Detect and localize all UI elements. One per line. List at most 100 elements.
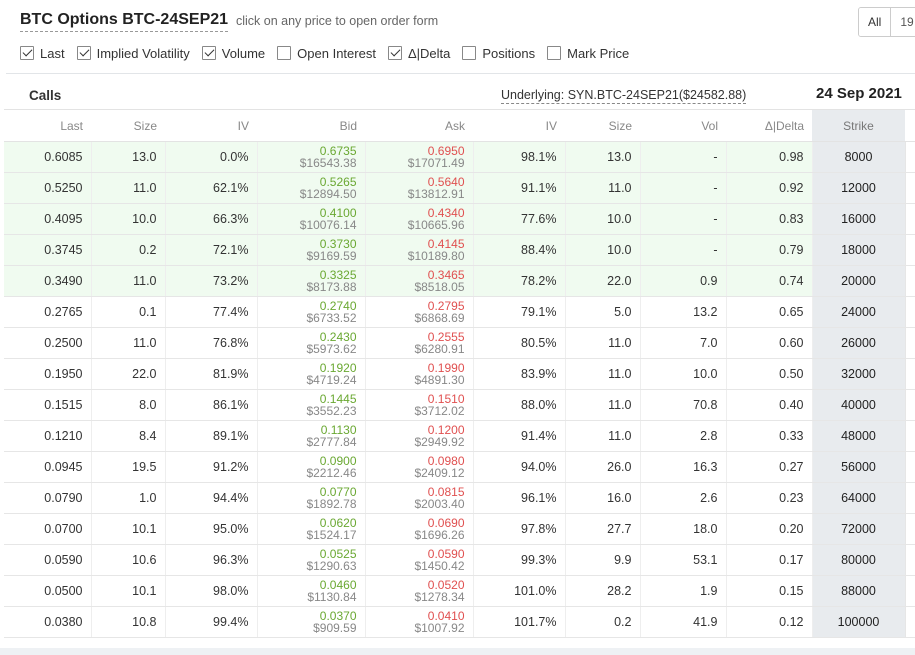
ask-price[interactable]: 0.6950 $17071.49: [364, 141, 473, 173]
bid-price[interactable]: 0.2430 $5973.62: [256, 327, 365, 359]
ask-btc[interactable]: 0.5640: [427, 175, 465, 189]
bid-price[interactable]: 0.1445 $3552.23: [256, 389, 365, 421]
bid-btc[interactable]: 0.0900: [319, 454, 357, 468]
ask-btc[interactable]: 0.4340: [427, 206, 465, 220]
bid-btc[interactable]: 0.3730: [319, 237, 357, 251]
ask-btc[interactable]: 0.0520: [427, 578, 465, 592]
bid-price[interactable]: 0.4100 $10076.14: [256, 203, 365, 235]
ask-price[interactable]: 0.1990 $4891.30: [364, 358, 473, 390]
checkbox[interactable]: [277, 46, 292, 60]
ask-price[interactable]: 0.5640 $13812.91: [364, 172, 473, 204]
page-title[interactable]: BTC Options BTC-24SEP21: [20, 10, 229, 32]
ask-btc[interactable]: 0.1510: [427, 392, 465, 406]
col-bid[interactable]: Bid: [257, 109, 365, 142]
ask-price[interactable]: 0.2795 $6868.69: [364, 296, 473, 328]
bid-btc[interactable]: 0.5265: [319, 175, 357, 189]
bid-btc[interactable]: 0.2740: [319, 299, 357, 313]
ask-usd: $2003.40: [414, 497, 465, 511]
ask-price[interactable]: 0.0590 $1450.42: [364, 544, 473, 576]
bid-price[interactable]: 0.0460 $1130.84: [256, 575, 365, 607]
ask-btc[interactable]: 0.0815: [427, 485, 465, 499]
col-size-ask[interactable]: Size: [565, 109, 640, 142]
ask-btc[interactable]: 0.2795: [427, 299, 465, 313]
ask-price[interactable]: 0.1200 $2949.92: [364, 420, 473, 452]
bid-btc[interactable]: 0.2430: [319, 330, 357, 344]
bid-price[interactable]: 0.5265 $12894.50: [256, 172, 365, 204]
toggle-6[interactable]: Mark Price: [547, 46, 629, 61]
bid-btc[interactable]: 0.0770: [319, 485, 357, 499]
ask-price[interactable]: 0.0980 $2409.12: [364, 451, 473, 483]
bid-usd: $6733.52: [306, 311, 357, 325]
ask-btc[interactable]: 0.1200: [427, 423, 465, 437]
ask-btc[interactable]: 0.1990: [427, 361, 465, 375]
checkbox[interactable]: [462, 46, 477, 60]
checkbox[interactable]: [387, 46, 402, 60]
bid-btc[interactable]: 0.0460: [319, 578, 357, 592]
underlying-price[interactable]: Underlying: SYN.BTC-24SEP21($24582.88): [501, 88, 747, 104]
ask-btc[interactable]: 0.0410: [427, 609, 465, 623]
bid-price[interactable]: 0.0525 $1290.63: [256, 544, 365, 576]
toggle-0[interactable]: Last: [20, 46, 65, 61]
bid-price[interactable]: 0.1130 $2777.84: [256, 420, 365, 452]
col-delta[interactable]: Δ|Delta: [726, 109, 812, 142]
bid-price[interactable]: 0.3325 $8173.88: [256, 265, 365, 297]
ask-price[interactable]: 0.4340 $10665.96: [364, 203, 473, 235]
bid-btc[interactable]: 0.1920: [319, 361, 357, 375]
strike: 100000: [811, 606, 905, 638]
checkbox[interactable]: [547, 46, 562, 60]
ask-price[interactable]: 0.0690 $1696.26: [364, 513, 473, 545]
bid-price[interactable]: 0.0900 $2212.46: [256, 451, 365, 483]
toggle-5[interactable]: Positions: [462, 46, 535, 61]
bid-price[interactable]: 0.0620 $1524.17: [256, 513, 365, 545]
segment-all[interactable]: All: [859, 8, 891, 36]
bid-price[interactable]: 0.0370 $909.59: [256, 606, 365, 638]
col-size-bid[interactable]: Size: [91, 109, 165, 142]
bid-btc[interactable]: 0.0525: [319, 547, 357, 561]
ask-price[interactable]: 0.2555 $6280.91: [364, 327, 473, 359]
bid-btc[interactable]: 0.1445: [319, 392, 357, 406]
bid-size: 8.4: [90, 420, 165, 452]
col-ask[interactable]: Ask: [365, 109, 473, 142]
bid-btc[interactable]: 0.6735: [319, 144, 357, 158]
row-edge: [904, 420, 915, 452]
bid-btc[interactable]: 0.4100: [319, 206, 357, 220]
col-iv-bid[interactable]: IV: [165, 109, 257, 142]
bid-price[interactable]: 0.1920 $4719.24: [256, 358, 365, 390]
ask-btc[interactable]: 0.3465: [427, 268, 465, 282]
ask-price[interactable]: 0.0815 $2003.40: [364, 482, 473, 514]
bid-btc[interactable]: 0.0370: [319, 609, 357, 623]
bid-btc[interactable]: 0.1130: [320, 423, 357, 437]
ask-btc[interactable]: 0.0980: [427, 454, 465, 468]
ask-price[interactable]: 0.3465 $8518.05: [364, 265, 473, 297]
col-iv-ask[interactable]: IV: [473, 109, 565, 142]
ask-price[interactable]: 0.4145 $10189.80: [364, 234, 473, 266]
bid-btc[interactable]: 0.3325: [319, 268, 357, 282]
toggle-4[interactable]: Δ|Delta: [387, 46, 450, 61]
toggle-3[interactable]: Open Interest: [277, 46, 376, 61]
table-row: 0.1950 22.0 81.9% 0.1920 $4719.24 0.1990 $4891…: [4, 358, 915, 390]
ask-usd: $1450.42: [414, 559, 465, 573]
bid-price[interactable]: 0.6735 $16543.38: [256, 141, 365, 173]
bid-price[interactable]: 0.2740 $6733.52: [256, 296, 365, 328]
ask-price[interactable]: 0.0410 $1007.92: [364, 606, 473, 638]
ask-btc[interactable]: 0.0690: [427, 516, 465, 530]
col-vol[interactable]: Vol: [640, 109, 726, 142]
bid-size: 11.0: [90, 172, 165, 204]
col-strike[interactable]: Strike: [812, 109, 905, 142]
checkbox[interactable]: [201, 46, 216, 60]
checkbox[interactable]: [20, 46, 34, 60]
ask-btc[interactable]: 0.0590: [427, 547, 465, 561]
toggle-2[interactable]: Volume: [201, 46, 265, 61]
bid-price[interactable]: 0.3730 $9169.59: [256, 234, 365, 266]
col-last[interactable]: Last: [4, 109, 91, 142]
ask-btc[interactable]: 0.2555: [427, 330, 465, 344]
ask-btc[interactable]: 0.4145: [427, 237, 465, 251]
ask-btc[interactable]: 0.6950: [427, 144, 465, 158]
bid-btc[interactable]: 0.0620: [319, 516, 357, 530]
ask-price[interactable]: 0.1510 $3712.02: [364, 389, 473, 421]
checkbox[interactable]: [76, 46, 91, 60]
toggle-1[interactable]: Implied Volatility: [76, 46, 190, 61]
bid-price[interactable]: 0.0770 $1892.78: [256, 482, 365, 514]
ask-price[interactable]: 0.0520 $1278.34: [364, 575, 473, 607]
segment-19[interactable]: 19: [890, 8, 915, 36]
